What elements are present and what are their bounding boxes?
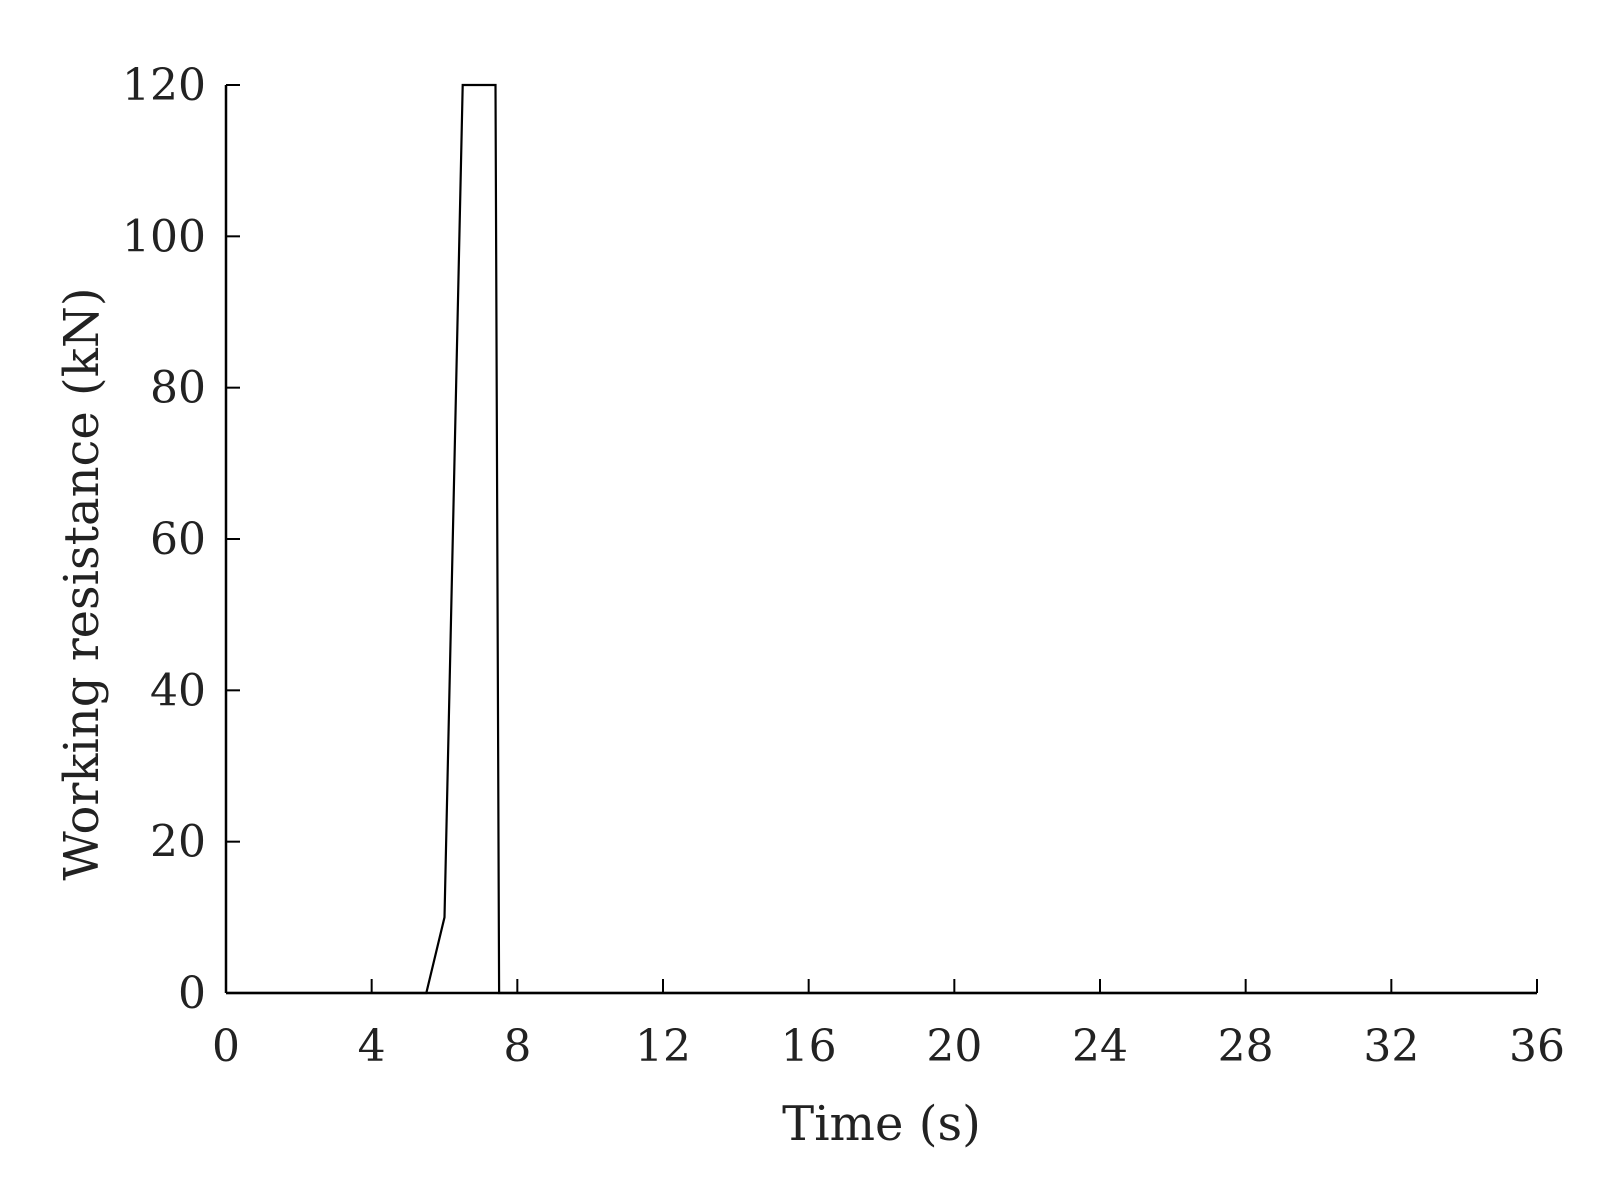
y-axis-title: Working resistance (kN) (54, 287, 110, 880)
x-tick-label: 32 (1363, 1021, 1419, 1072)
series-line (226, 83, 1537, 995)
x-axis-title: Time (s) (782, 1096, 981, 1152)
y-tick-label: 60 (150, 514, 206, 565)
x-tick-label: 12 (635, 1021, 691, 1072)
y-tick-label: 120 (122, 60, 206, 111)
y-tick-label: 20 (150, 817, 206, 868)
x-tick-label: 28 (1218, 1021, 1274, 1072)
y-tick-label: 0 (178, 968, 206, 1019)
x-tick-label: 20 (926, 1021, 982, 1072)
y-tick-label: 40 (150, 665, 206, 716)
x-axis-ticks: 0 4 8 12 16 20 24 28 32 36 (212, 979, 1565, 1072)
x-tick-label: 8 (503, 1021, 531, 1072)
y-tick-label: 80 (150, 363, 206, 414)
x-tick-label: 0 (212, 1021, 240, 1072)
x-tick-label: 4 (358, 1021, 386, 1072)
x-tick-label: 24 (1072, 1021, 1128, 1072)
y-tick-label: 100 (122, 211, 206, 262)
x-tick-label: 16 (781, 1021, 837, 1072)
y-axis-ticks: 0 20 40 60 80 100 120 (122, 60, 240, 1019)
x-tick-label: 36 (1509, 1021, 1565, 1072)
